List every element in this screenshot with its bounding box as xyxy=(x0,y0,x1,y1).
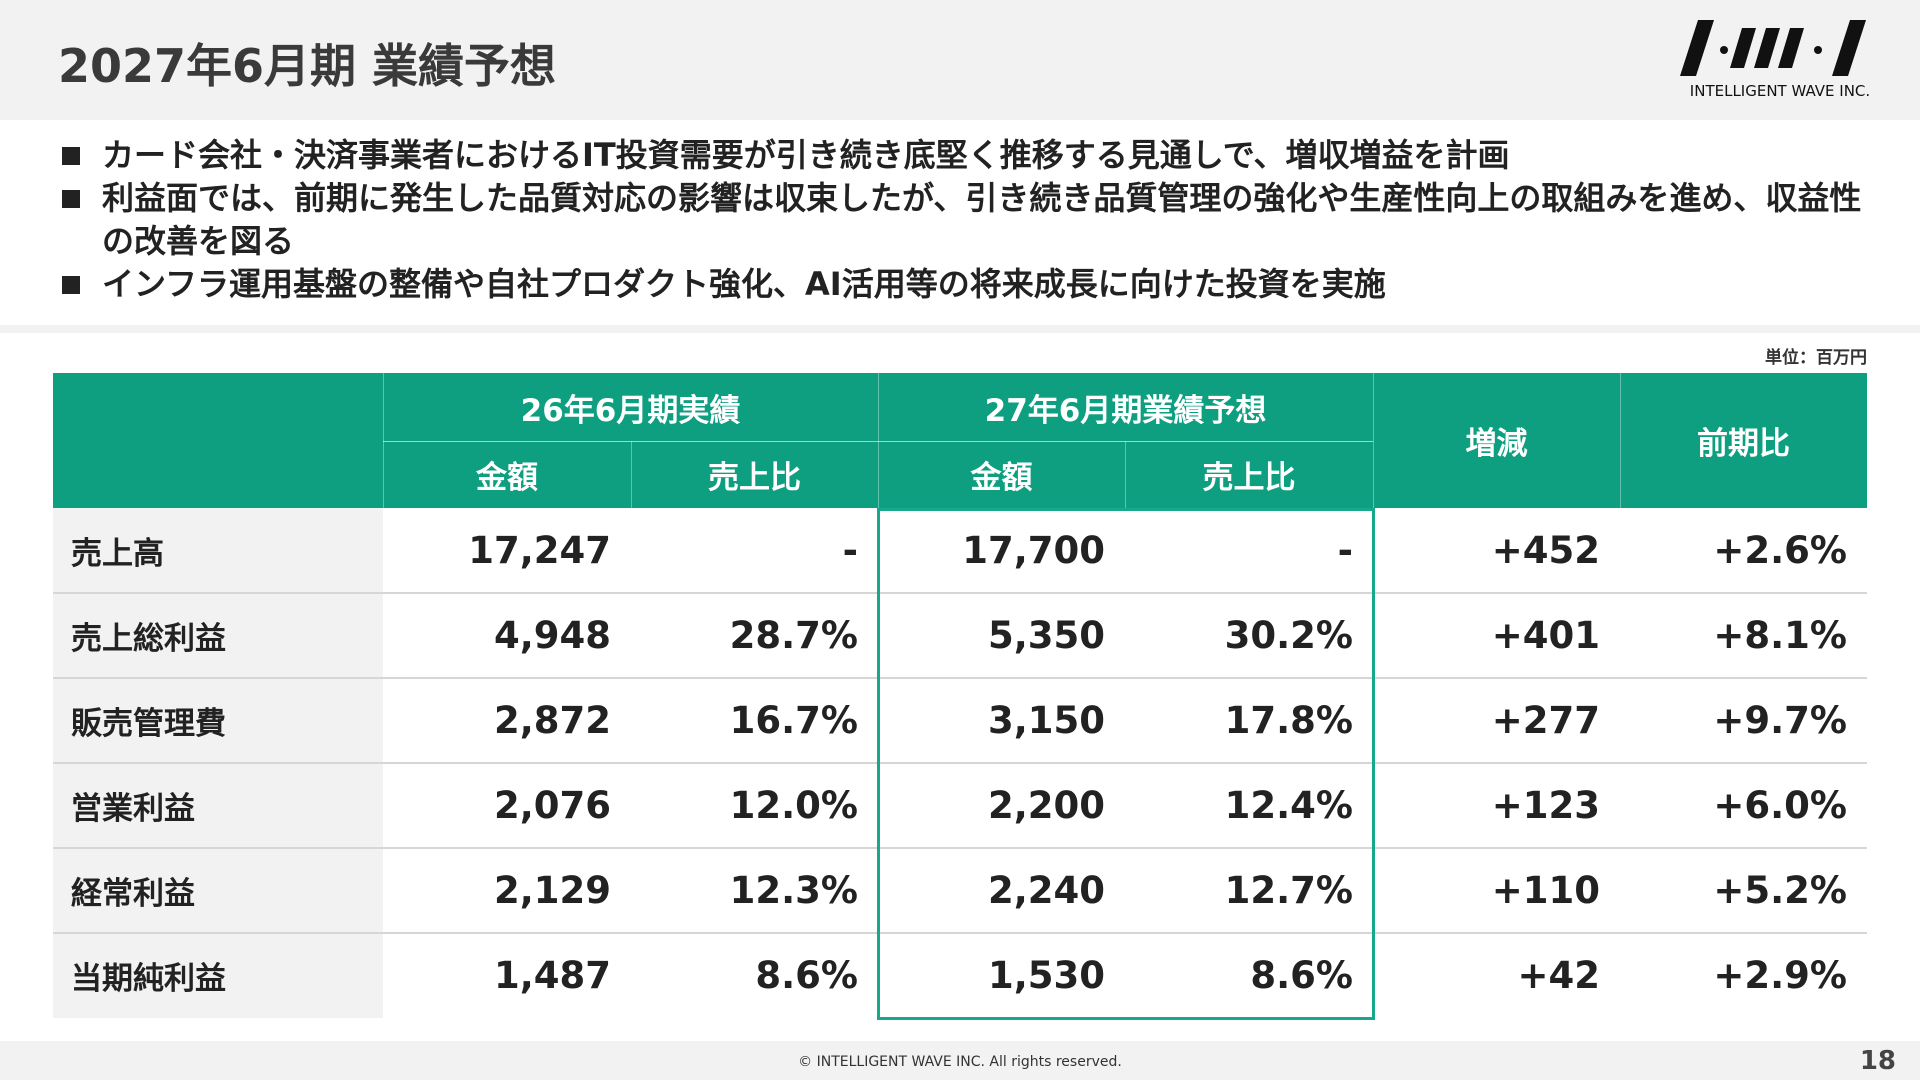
header-group: 26年6月期実績 xyxy=(383,373,878,441)
row-divider xyxy=(53,592,1867,594)
forecast-frame xyxy=(877,508,1375,1020)
row-label: 営業利益 xyxy=(53,763,383,848)
header-divider xyxy=(383,373,384,508)
table-cell: 12.0% xyxy=(729,784,858,827)
table-cell: 1,487 xyxy=(493,954,611,997)
sub-header: 売上比 xyxy=(1125,441,1373,508)
table-cell: 4,948 xyxy=(493,614,611,657)
logo-mark xyxy=(1680,20,1866,76)
title-band xyxy=(0,0,1920,120)
separator xyxy=(0,325,1920,333)
table-cell: - xyxy=(842,529,858,572)
logo-text: INTELLIGENT WAVE INC. xyxy=(1689,82,1871,100)
table-cell: 1,530 xyxy=(987,954,1105,997)
header-divider xyxy=(383,441,1373,442)
table-cell: 5,350 xyxy=(987,614,1105,657)
header-cell xyxy=(53,373,383,508)
row-divider xyxy=(53,762,1867,764)
table-cell: +2.9% xyxy=(1713,954,1847,997)
table-cell: 8.6% xyxy=(1250,954,1353,997)
sub-header: 金額 xyxy=(383,441,631,508)
table-cell: +5.2% xyxy=(1713,869,1847,912)
header-divider xyxy=(1125,441,1126,508)
table-cell: +401 xyxy=(1491,614,1600,657)
footer-band xyxy=(0,1041,1920,1080)
page-number: 18 xyxy=(1859,1046,1896,1076)
table-cell: +452 xyxy=(1491,529,1600,572)
table-cell: +9.7% xyxy=(1713,699,1847,742)
header-divider xyxy=(878,373,879,508)
copyright: © INTELLIGENT WAVE INC. All rights reser… xyxy=(798,1054,1122,1070)
table-cell: 17,247 xyxy=(468,529,611,572)
table-cell: +42 xyxy=(1517,954,1601,997)
table: 26年6月期実績 27年6月期業績予想 増減 前期比 金額 売上比 金額 売上比 売上高 17,2… xyxy=(53,373,1867,1020)
bullet: カード会社・決済事業者におけるIT投資需要が引き続き底堅く推移する見通しで、増収… xyxy=(60,134,1870,177)
bullet: インフラ運用基盤の整備や自社プロダクト強化、AI活用等の将来成長に向けた投資を実… xyxy=(60,263,1870,306)
row-divider xyxy=(53,847,1867,849)
sub-header: 売上比 xyxy=(631,441,878,508)
row-label: 経常利益 xyxy=(53,848,383,933)
header-divider xyxy=(1620,373,1621,508)
table-cell: 12.4% xyxy=(1224,784,1353,827)
table-cell: 2,240 xyxy=(987,869,1105,912)
table-cell: 2,129 xyxy=(493,869,611,912)
table-cell: +123 xyxy=(1491,784,1600,827)
table-cell: 2,200 xyxy=(987,784,1105,827)
table-cell: +110 xyxy=(1491,869,1600,912)
bullet-list: カード会社・決済事業者におけるIT投資需要が引き続き底堅く推移する見通しで、増収… xyxy=(60,134,1870,306)
table-cell: +2.6% xyxy=(1713,529,1847,572)
table-cell: 17,700 xyxy=(962,529,1105,572)
row-label: 売上総利益 xyxy=(53,593,383,678)
table-cell: 28.7% xyxy=(729,614,858,657)
header-group: 前期比 xyxy=(1620,373,1867,508)
table-cell: 3,150 xyxy=(987,699,1105,742)
table-cell: +277 xyxy=(1491,699,1600,742)
table-cell: 16.7% xyxy=(729,699,858,742)
row-divider xyxy=(53,932,1867,934)
table-cell: 8.6% xyxy=(755,954,858,997)
bullet: 利益面では、前期に発生した品質対応の影響は収束したが、引き続き品質管理の強化や生… xyxy=(60,177,1870,263)
row-label: 当期純利益 xyxy=(53,933,383,1018)
header-group: 27年6月期業績予想 xyxy=(878,373,1373,441)
title: 2027年6月期 業績予想 xyxy=(58,39,557,93)
sub-header: 金額 xyxy=(878,441,1125,508)
table-cell: 2,076 xyxy=(493,784,611,827)
table-cell: 12.7% xyxy=(1224,869,1353,912)
header-divider xyxy=(1373,373,1374,508)
header-divider xyxy=(631,441,632,508)
table-cell: 2,872 xyxy=(493,699,611,742)
row-label: 売上高 xyxy=(53,508,383,593)
table-cell: 17.8% xyxy=(1224,699,1353,742)
table-cell: 12.3% xyxy=(729,869,858,912)
table-cell: 30.2% xyxy=(1224,614,1353,657)
row-divider xyxy=(53,677,1867,679)
table-cell: - xyxy=(1337,529,1353,572)
table-cell: +6.0% xyxy=(1713,784,1847,827)
row-label: 販売管理費 xyxy=(53,678,383,763)
table-cell: +8.1% xyxy=(1713,614,1847,657)
unit-label: 単位：百万円 xyxy=(1765,348,1867,368)
header-group: 増減 xyxy=(1373,373,1620,508)
